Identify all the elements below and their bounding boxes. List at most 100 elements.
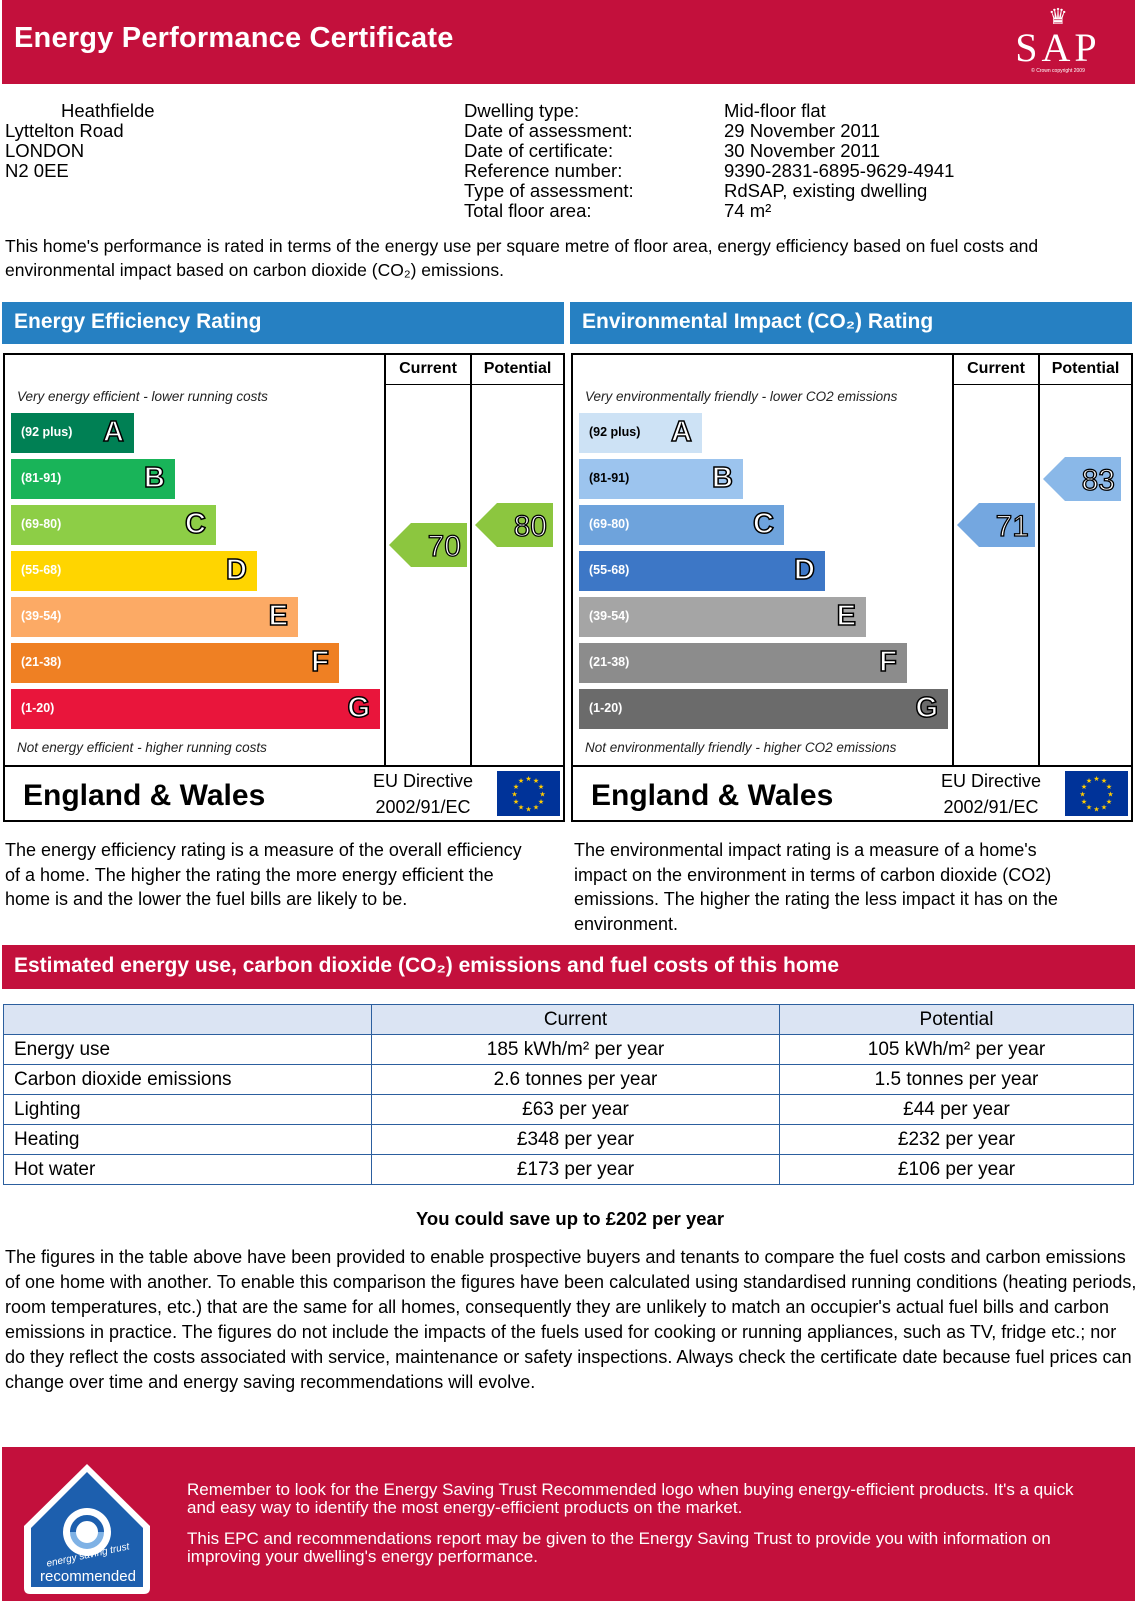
band-letter: E xyxy=(268,599,289,633)
current-value: 2.6 tonnes per year xyxy=(371,1064,780,1095)
table-row: Carbon dioxide emissions 2.6 tonnes per … xyxy=(3,1064,1134,1095)
band-letter: C xyxy=(752,507,774,541)
page-title: Energy Performance Certificate xyxy=(14,22,454,54)
sap-logo-text: SAP xyxy=(1015,25,1101,70)
rating-band-f: (21-38) F xyxy=(11,643,339,683)
footer-paragraph-1: Remember to look for the Energy Saving T… xyxy=(187,1480,1074,1517)
detail-label: Dwelling type: xyxy=(464,100,580,121)
column-divider xyxy=(952,355,954,765)
svg-text:★: ★ xyxy=(1093,775,1099,783)
rating-band-g: (1-20) G xyxy=(11,689,380,729)
current-value: 185 kWh/m² per year xyxy=(371,1034,780,1065)
svg-text:★: ★ xyxy=(1093,806,1099,814)
detail-value: 29 November 2011 xyxy=(724,120,880,141)
potential-value: £44 per year xyxy=(779,1094,1134,1125)
rating-band-c: (69-80) C xyxy=(579,505,784,545)
efficiency-rating-title: Energy Efficiency Rating xyxy=(2,302,564,344)
band-letter: B xyxy=(143,461,165,495)
column-divider xyxy=(470,355,472,765)
detail-value: 30 November 2011 xyxy=(724,140,880,161)
detail-label: Type of assessment: xyxy=(464,180,634,201)
band-letter: G xyxy=(347,691,371,725)
environmental-rating-chart: Current Potential Very environmentally f… xyxy=(571,353,1133,822)
row-label: Energy use xyxy=(3,1034,372,1065)
environmental-rating-title: Environmental Impact (CO₂) Rating xyxy=(570,302,1132,344)
potential-value: 105 kWh/m² per year xyxy=(779,1034,1134,1065)
explanation-paragraph: The figures in the table above have been… xyxy=(5,1247,1137,1392)
chart-bottom-note: Not energy efficient - higher running co… xyxy=(17,740,267,755)
details-values: Mid-floor flat 29 November 2011 30 Novem… xyxy=(724,101,954,221)
eu-directive-line2: 2002/91/EC xyxy=(375,797,471,817)
eu-flag-icon: ★ ★ ★ ★ ★ ★ ★ ★ ★ ★ ★ ★ xyxy=(1065,771,1128,816)
address-line-3: LONDON xyxy=(5,140,85,161)
sap-logo: ♛ SAP © Crown copyright 2009 xyxy=(1002,6,1114,78)
current-rating-arrow: 70 xyxy=(389,523,467,572)
rating-band-f: (21-38) F xyxy=(579,643,907,683)
svg-text:★: ★ xyxy=(1101,777,1107,785)
svg-text:★: ★ xyxy=(525,775,531,783)
row-label: Carbon dioxide emissions xyxy=(3,1064,372,1095)
table-row: Energy use 185 kWh/m² per year 105 kWh/m… xyxy=(3,1034,1134,1065)
band-range: (21-38) xyxy=(589,655,630,669)
efficiency-rating-chart: Current Potential Very energy efficient … xyxy=(3,353,565,822)
svg-text:★: ★ xyxy=(538,783,544,791)
address-line-1: Heathfielde xyxy=(61,100,155,121)
svg-text:★: ★ xyxy=(539,791,545,799)
svg-text:★: ★ xyxy=(1081,798,1087,806)
svg-text:★: ★ xyxy=(1101,804,1107,812)
band-letter: D xyxy=(793,553,815,587)
footer-banner xyxy=(2,1447,1135,1601)
certificate-header xyxy=(2,0,1135,84)
svg-text:83: 83 xyxy=(1082,464,1115,497)
current-value: £63 per year xyxy=(371,1094,780,1125)
efficiency-description: The energy efficiency rating is a measur… xyxy=(5,840,522,909)
column-divider xyxy=(384,355,386,765)
band-letter: A xyxy=(670,415,692,449)
svg-text:70: 70 xyxy=(428,530,461,563)
table-header-cell: Potential xyxy=(779,1004,1134,1035)
rating-band-a: (92 plus) A xyxy=(11,413,134,453)
band-range: (1-20) xyxy=(589,701,623,715)
band-range: (1-20) xyxy=(21,701,55,715)
rating-band-e: (39-54) E xyxy=(11,597,298,637)
detail-label: Total floor area: xyxy=(464,200,592,221)
sap-logo-copyright: © Crown copyright 2009 xyxy=(1031,68,1085,74)
band-range: (69-80) xyxy=(21,517,62,531)
svg-text:★: ★ xyxy=(1086,804,1092,812)
detail-label: Reference number: xyxy=(464,160,623,181)
potential-rating-arrow: 83 xyxy=(1043,457,1121,506)
eu-directive-line1: EU Directive xyxy=(373,771,474,791)
rating-band-d: (55-68) D xyxy=(579,551,825,591)
potential-value: £232 per year xyxy=(779,1124,1134,1155)
crown-icon: ♛ xyxy=(1048,4,1068,29)
table-header-row: Current Potential xyxy=(3,1004,1134,1035)
potential-rating-arrow: 80 xyxy=(475,503,553,552)
detail-value: 74 m² xyxy=(724,200,772,221)
band-range: (92 plus) xyxy=(589,425,641,439)
band-letter: B xyxy=(711,461,733,495)
rating-band-e: (39-54) E xyxy=(579,597,866,637)
rating-band-b: (81-91) B xyxy=(11,459,175,499)
band-letter: F xyxy=(311,645,330,679)
table-header-cell: Current xyxy=(371,1004,780,1035)
svg-text:★: ★ xyxy=(511,791,517,799)
svg-text:★: ★ xyxy=(518,804,524,812)
svg-text:80: 80 xyxy=(514,510,547,543)
chart-footer: England & Wales EU Directive 2002/91/EC … xyxy=(573,765,1131,820)
band-letter: E xyxy=(836,599,857,633)
band-range: (39-54) xyxy=(21,609,62,623)
chart-column-header xyxy=(384,355,563,385)
band-range: (81-91) xyxy=(589,471,630,485)
chart-top-note: Very environmentally friendly - lower CO… xyxy=(585,389,898,404)
band-range: (92 plus) xyxy=(21,425,73,439)
energy-saving-trust-logo: energy saving trust recommended xyxy=(18,1460,156,1598)
table-row: Heating £348 per year £232 per year xyxy=(3,1124,1134,1155)
band-letter: G xyxy=(915,691,939,725)
potential-value: £106 per year xyxy=(779,1154,1134,1185)
eu-directive-line2: 2002/91/EC xyxy=(943,797,1039,817)
band-range: (39-54) xyxy=(589,609,630,623)
svg-text:★: ★ xyxy=(1106,783,1112,791)
rating-band-b: (81-91) B xyxy=(579,459,743,499)
table-row: Lighting £63 per year £44 per year xyxy=(3,1094,1134,1125)
potential-value: 1.5 tonnes per year xyxy=(779,1064,1134,1095)
